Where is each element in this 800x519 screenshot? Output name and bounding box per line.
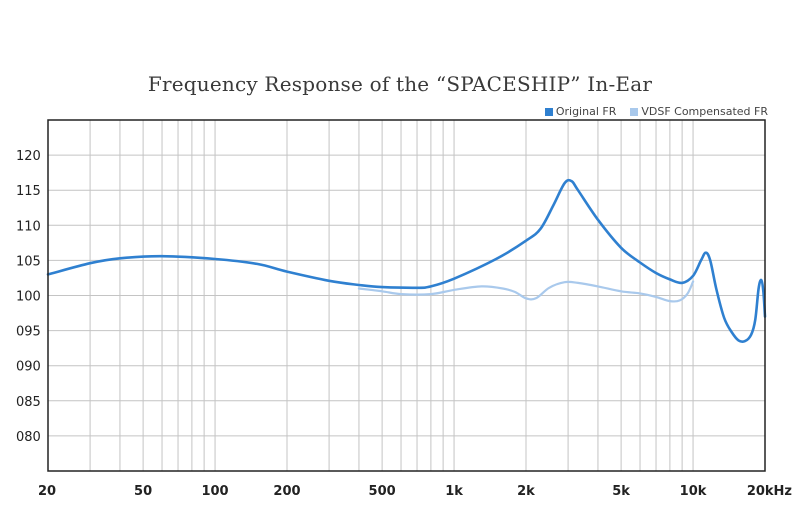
plot-frame <box>47 119 766 472</box>
series-layer <box>46 178 767 344</box>
legend-item-compensated: VDSF Compensated FR <box>630 105 768 118</box>
x-tick-label: 200 <box>273 484 300 499</box>
x-tick-label: 50 <box>134 484 152 499</box>
y-tick-label: 080 <box>16 430 41 445</box>
y-tick-label: 085 <box>16 395 41 410</box>
x-tick-label: 10k <box>680 484 707 499</box>
y-tick-label: 105 <box>16 254 41 269</box>
series-line-original-fr <box>46 178 767 344</box>
x-tick-label: 5k <box>612 484 630 499</box>
legend: Original FR VDSF Compensated FR <box>544 105 768 118</box>
y-tick-label: 120 <box>16 149 41 164</box>
legend-label-compensated: VDSF Compensated FR <box>641 105 768 118</box>
legend-swatch-original <box>544 107 553 116</box>
series-line-vdsf-compensated-fr <box>357 280 695 303</box>
x-tick-label: 1k <box>445 484 463 499</box>
x-tick-label: 20 <box>38 484 56 499</box>
x-tick-label: 500 <box>369 484 396 499</box>
legend-swatch-compensated <box>630 107 639 116</box>
legend-item-original: Original FR <box>544 105 617 118</box>
x-axis-ticks: 20 50 100 200 500 1k 2k 5k 10k 20kHz <box>38 484 792 499</box>
y-tick-label: 090 <box>16 360 41 375</box>
grid <box>47 119 766 472</box>
x-tick-label: 20kHz <box>747 484 792 499</box>
y-axis-ticks: 080 085 090 095 100 105 110 115 120 <box>16 149 41 445</box>
x-tick-label: 2k <box>517 484 535 499</box>
x-tick-label: 100 <box>201 484 228 499</box>
chart-title: Frequency Response of the “SPACESHIP” In… <box>147 72 653 96</box>
y-tick-label: 100 <box>16 290 41 305</box>
y-tick-label: 110 <box>16 219 41 234</box>
legend-label-original: Original FR <box>555 105 617 118</box>
y-tick-label: 115 <box>16 184 41 199</box>
y-tick-label: 095 <box>16 325 41 340</box>
